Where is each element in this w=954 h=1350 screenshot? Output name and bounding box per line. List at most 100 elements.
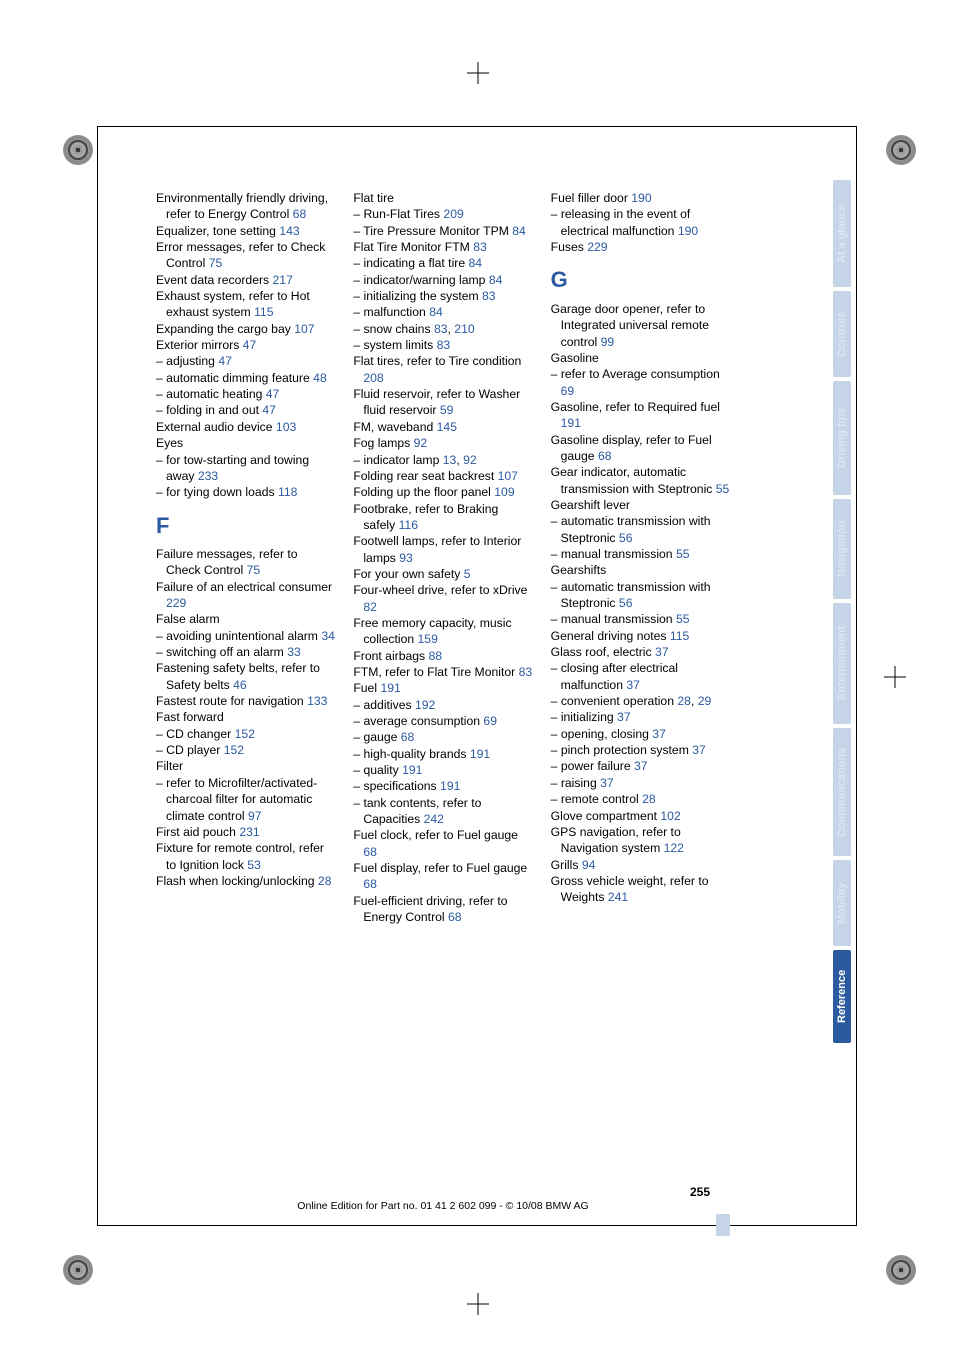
crop-mark-bottom-left (63, 1255, 93, 1285)
page-ref[interactable]: 92 (463, 453, 477, 467)
page-ref[interactable]: 233 (198, 469, 218, 483)
page-ref[interactable]: 242 (424, 812, 444, 826)
page-ref[interactable]: 84 (469, 256, 483, 270)
page-ref[interactable]: 118 (278, 485, 297, 499)
page-ref[interactable]: 83 (482, 289, 496, 303)
side-tab[interactable]: Communications (833, 728, 851, 856)
page-ref[interactable]: 56 (619, 531, 633, 545)
page-ref[interactable]: 47 (243, 338, 257, 352)
page-ref[interactable]: 116 (399, 518, 418, 532)
side-tab[interactable]: Navigation (833, 499, 851, 599)
page-ref[interactable]: 191 (380, 681, 400, 695)
page-ref[interactable]: 37 (600, 776, 614, 790)
page-ref[interactable]: 159 (418, 632, 438, 646)
page-ref[interactable]: 115 (254, 305, 273, 319)
page-ref[interactable]: 99 (601, 335, 615, 349)
page-ref[interactable]: 5 (464, 567, 471, 581)
page-ref[interactable]: 37 (634, 759, 648, 773)
page-ref[interactable]: 82 (363, 600, 377, 614)
page-ref[interactable]: 13 (443, 453, 457, 467)
page-ref[interactable]: 53 (247, 858, 261, 872)
side-tab[interactable]: Driving tips (833, 381, 851, 495)
page-ref[interactable]: 241 (608, 890, 628, 904)
page-ref[interactable]: 55 (676, 612, 690, 626)
page-ref[interactable]: 191 (402, 763, 422, 777)
page-ref[interactable]: 37 (655, 645, 669, 659)
side-tab[interactable]: Entertainment (833, 603, 851, 724)
page-ref[interactable]: 92 (414, 436, 428, 450)
page-ref[interactable]: 115 (670, 629, 689, 643)
page-ref[interactable]: 94 (582, 858, 596, 872)
page-ref[interactable]: 192 (415, 698, 435, 712)
page-ref[interactable]: 191 (440, 779, 460, 793)
side-tab[interactable]: Mobility (833, 860, 851, 946)
page-ref[interactable]: 28 (642, 792, 656, 806)
page-ref[interactable]: 133 (307, 694, 327, 708)
index-column-3: Fuel filler door 190– releasing in the e… (551, 190, 730, 925)
page-ref[interactable]: 55 (716, 482, 730, 496)
page-ref[interactable]: 103 (276, 420, 296, 434)
page-ref[interactable]: 190 (678, 224, 698, 238)
side-tab[interactable]: Controls (833, 291, 851, 377)
page-ref[interactable]: 29 (698, 694, 712, 708)
page-ref[interactable]: 47 (218, 354, 232, 368)
page-ref[interactable]: 229 (166, 596, 186, 610)
page-ref[interactable]: 83 (437, 338, 451, 352)
page-ref[interactable]: 152 (224, 743, 244, 757)
page-ref[interactable]: 208 (363, 371, 383, 385)
page-ref[interactable]: 68 (448, 910, 462, 924)
side-tab[interactable]: At a glance (833, 180, 851, 287)
page-ref[interactable]: 84 (429, 305, 443, 319)
page-ref[interactable]: 33 (287, 645, 301, 659)
page-ref[interactable]: 93 (399, 551, 413, 565)
page-ref[interactable]: 191 (561, 416, 581, 430)
side-tab[interactable]: Reference (833, 950, 851, 1043)
page-ref[interactable]: 48 (313, 371, 327, 385)
page-ref[interactable]: 37 (626, 678, 640, 692)
page-ref[interactable]: 46 (233, 678, 247, 692)
page-ref[interactable]: 107 (498, 469, 518, 483)
page-ref[interactable]: 229 (587, 240, 607, 254)
page-ref[interactable]: 191 (470, 747, 490, 761)
page-ref[interactable]: 68 (363, 845, 377, 859)
page-ref[interactable]: 56 (619, 596, 633, 610)
page-ref[interactable]: 37 (652, 727, 666, 741)
page-ref[interactable]: 209 (443, 207, 463, 221)
page-ref[interactable]: 28 (677, 694, 691, 708)
page-ref[interactable]: 75 (247, 563, 261, 577)
page-ref[interactable]: 83 (434, 322, 448, 336)
page-ref[interactable]: 75 (209, 256, 223, 270)
page-ref[interactable]: 68 (293, 207, 307, 221)
page-ref[interactable]: 102 (660, 809, 680, 823)
page-ref[interactable]: 143 (279, 224, 299, 238)
page-ref[interactable]: 107 (294, 322, 314, 336)
page-ref[interactable]: 145 (437, 420, 457, 434)
page-ref[interactable]: 83 (519, 665, 533, 679)
page-ref[interactable]: 68 (401, 730, 415, 744)
page-ref[interactable]: 190 (631, 191, 651, 205)
page-ref[interactable]: 68 (598, 449, 612, 463)
page-ref[interactable]: 37 (692, 743, 706, 757)
page-ref[interactable]: 84 (512, 224, 526, 238)
page-ref[interactable]: 59 (440, 403, 454, 417)
page-ref[interactable]: 97 (248, 809, 262, 823)
page-ref[interactable]: 210 (454, 322, 474, 336)
page-ref[interactable]: 55 (676, 547, 690, 561)
page-ref[interactable]: 88 (429, 649, 443, 663)
page-ref[interactable]: 231 (239, 825, 259, 839)
page-ref[interactable]: 37 (617, 710, 631, 724)
page-ref[interactable]: 68 (363, 877, 377, 891)
page-ref[interactable]: 47 (266, 387, 280, 401)
index-entry: Fastening safety belts, refer to Safety … (156, 660, 335, 693)
page-ref[interactable]: 69 (483, 714, 497, 728)
page-ref[interactable]: 84 (489, 273, 503, 287)
page-ref[interactable]: 217 (273, 273, 293, 287)
page-ref[interactable]: 28 (318, 874, 332, 888)
page-ref[interactable]: 69 (561, 384, 575, 398)
page-ref[interactable]: 122 (664, 841, 684, 855)
page-ref[interactable]: 152 (235, 727, 255, 741)
page-ref[interactable]: 83 (473, 240, 487, 254)
page-ref[interactable]: 47 (262, 403, 276, 417)
page-ref[interactable]: 109 (494, 485, 514, 499)
page-ref[interactable]: 34 (321, 629, 335, 643)
